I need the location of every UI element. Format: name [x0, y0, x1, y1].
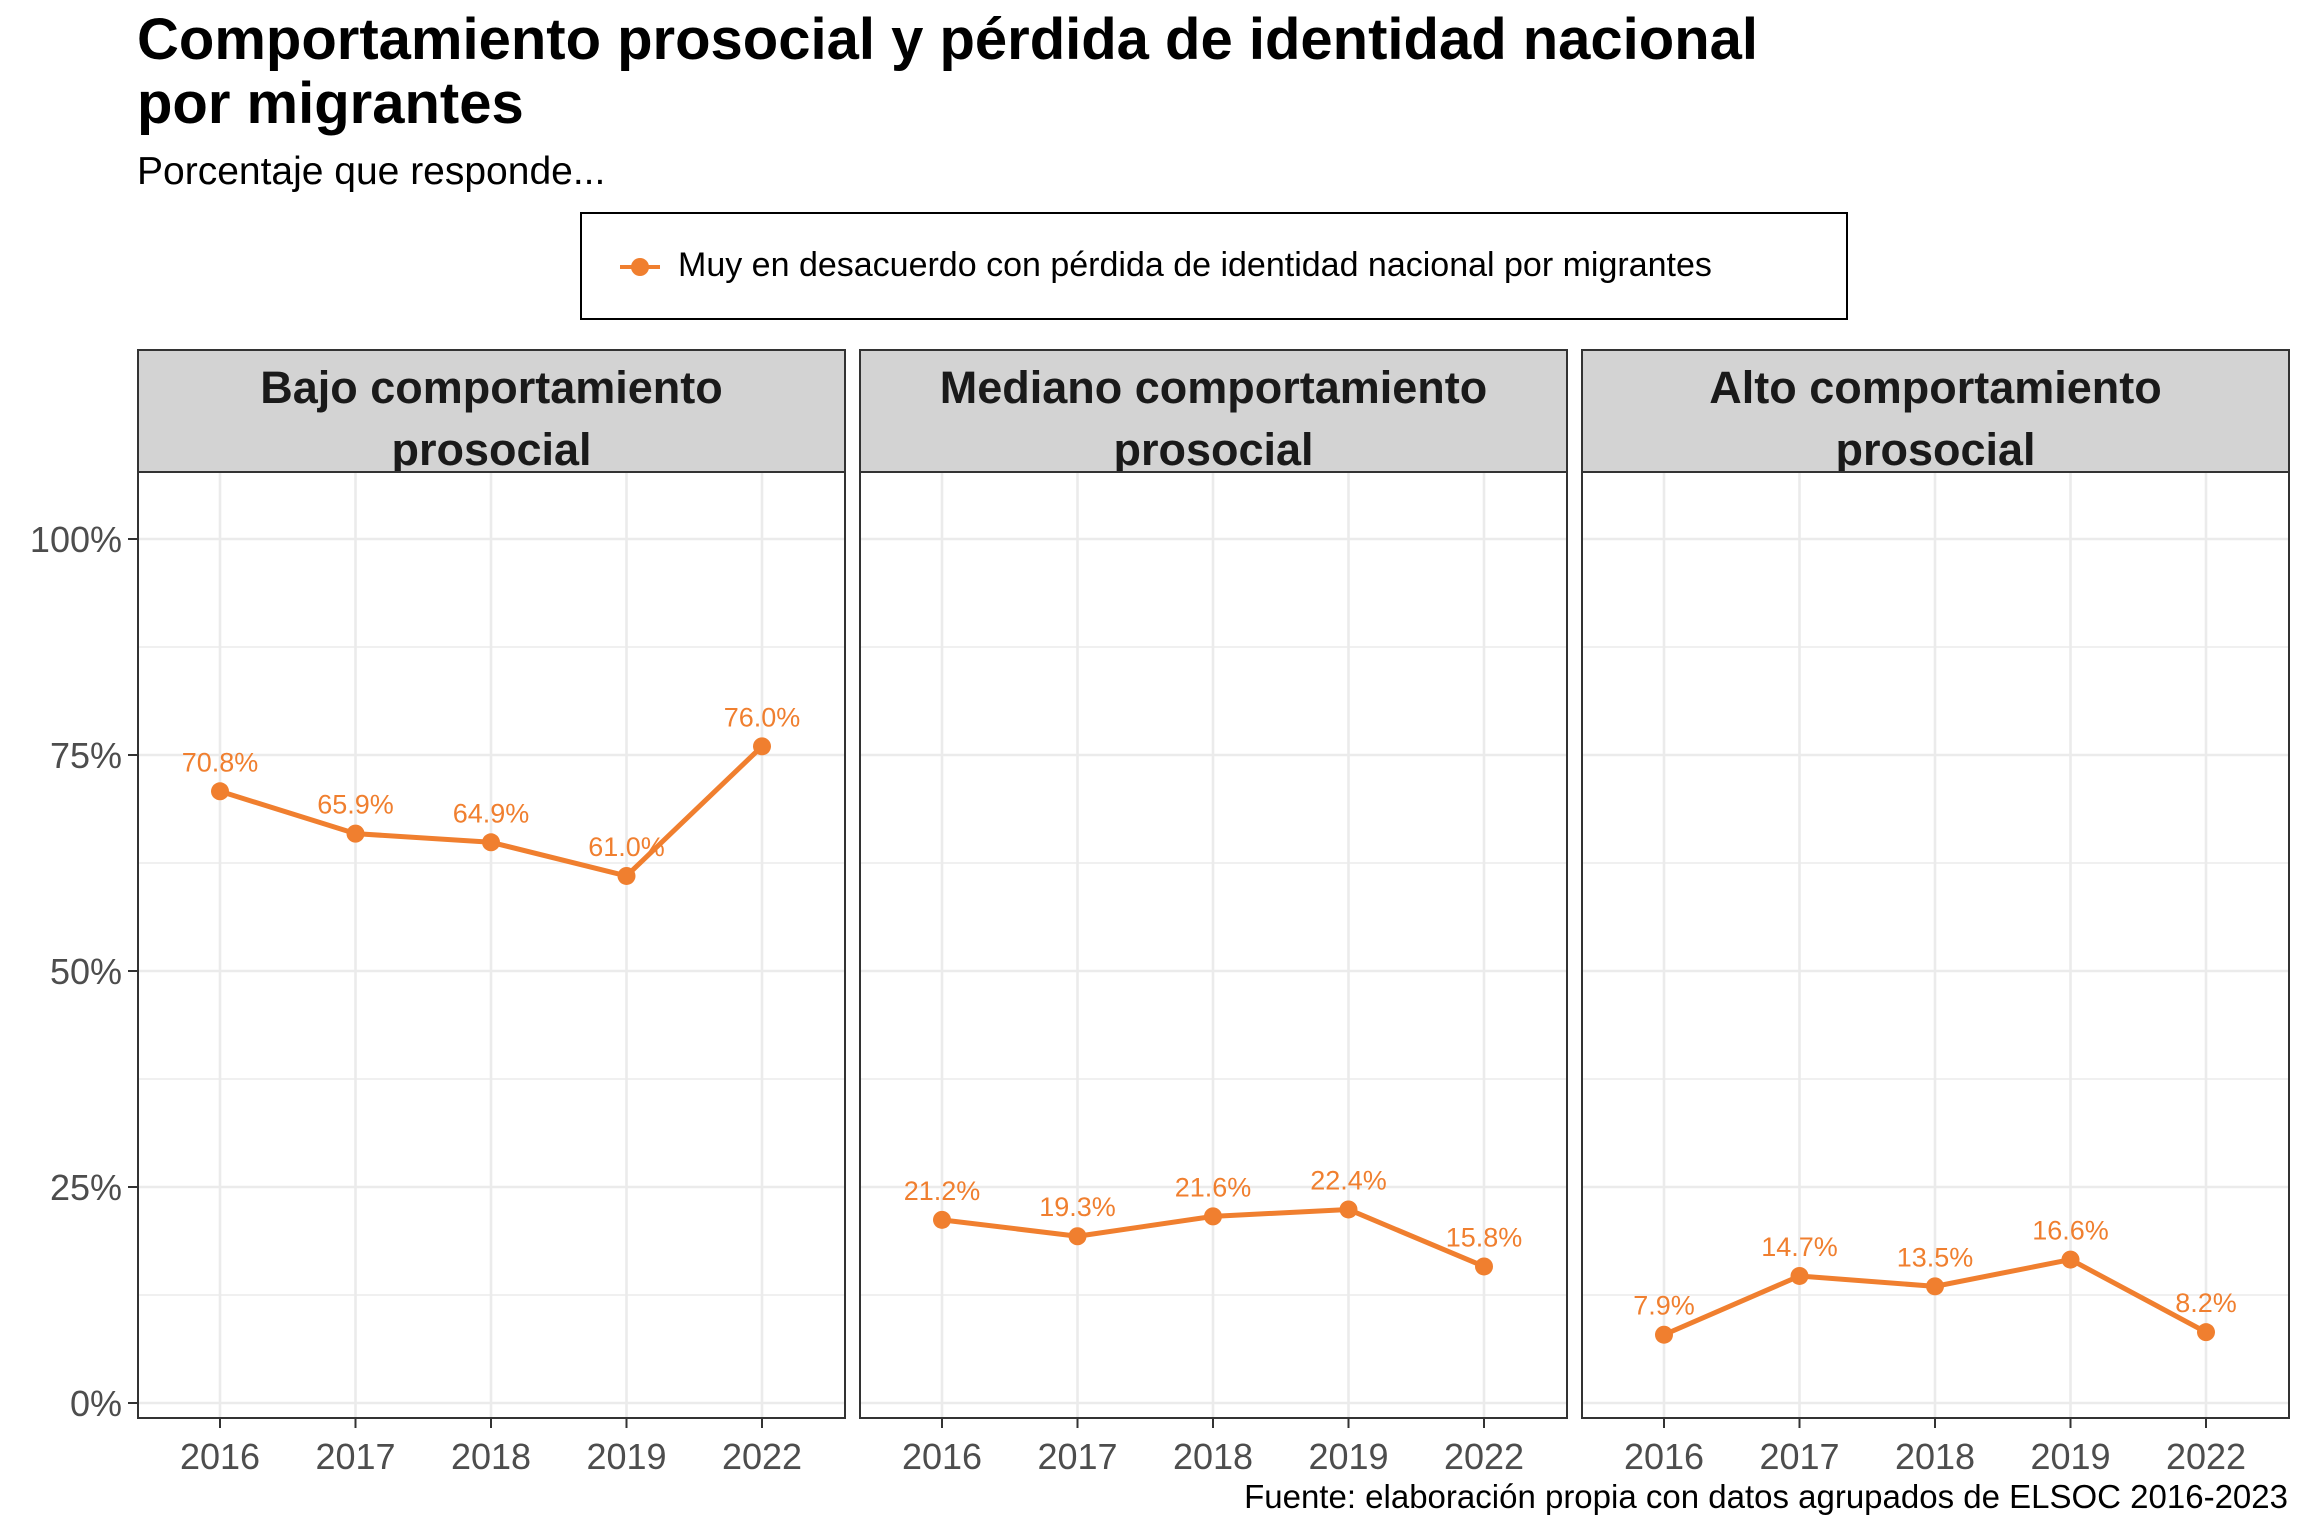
- x-tick-label: 2016: [902, 1436, 982, 1477]
- data-label: 7.9%: [1633, 1291, 1695, 1321]
- data-label: 8.2%: [2175, 1288, 2237, 1318]
- data-point: [2197, 1323, 2215, 1342]
- x-tick-label: 2022: [722, 1436, 802, 1477]
- chart-title-line-2: por migrantes: [137, 71, 524, 136]
- data-point: [1655, 1325, 1673, 1344]
- facet-panel-3: Alto comportamiento prosocial 2016 2017 2018…: [1581, 349, 2290, 1477]
- data-label: 19.3%: [1039, 1192, 1116, 1222]
- chart-title-line-1: Comportamiento prosocial y pérdida de id…: [137, 7, 1759, 72]
- facet-strip-label: Mediano comportamiento: [940, 362, 1488, 413]
- data-label: 70.8%: [182, 747, 259, 777]
- data-point: [1068, 1227, 1087, 1246]
- y-tick-label: 0%: [70, 1383, 122, 1424]
- legend-label: Muy en desacuerdo con pérdida de identid…: [678, 246, 1712, 284]
- chart-subtitle: Porcentaje que responde...: [137, 150, 606, 193]
- chart-title: Comportamiento prosocial y pérdida de id…: [137, 8, 2037, 136]
- data-point: [1790, 1266, 1809, 1285]
- y-tick-label: 50%: [50, 951, 122, 992]
- data-point: [482, 833, 500, 852]
- x-tick-label: 2019: [1308, 1436, 1388, 1477]
- legend: Muy en desacuerdo con pérdida de identid…: [580, 212, 1848, 320]
- data-point: [617, 866, 636, 885]
- facet-strip-label: Alto comportamiento: [1709, 362, 2162, 413]
- x-tick-label: 2018: [1895, 1436, 1975, 1477]
- x-tick-label: 2017: [315, 1436, 395, 1477]
- data-point: [2061, 1250, 2080, 1269]
- data-label: 65.9%: [317, 790, 394, 820]
- facet-panel-2: Mediano comportamiento prosocial 2016 2017 2…: [859, 349, 1568, 1477]
- x-tick-label: 2022: [2166, 1436, 2246, 1477]
- data-label: 15.8%: [1446, 1222, 1523, 1252]
- legend-key-marker: [620, 258, 660, 276]
- data-label: 16.6%: [2032, 1216, 2109, 1246]
- facet-strip: [137, 349, 846, 473]
- x-tick-label: 2017: [1037, 1436, 1117, 1477]
- data-point: [1926, 1277, 1944, 1296]
- data-point: [753, 737, 771, 756]
- facet-strip-label: Bajo comportamiento: [260, 362, 723, 413]
- data-label: 22.4%: [1310, 1165, 1387, 1195]
- data-label: 14.7%: [1761, 1232, 1838, 1262]
- y-tick-label: 100%: [30, 519, 122, 560]
- y-tick-label: 75%: [50, 735, 122, 776]
- data-point: [933, 1210, 951, 1229]
- facet-strip: [1581, 349, 2290, 473]
- x-tick-label: 2019: [586, 1436, 666, 1477]
- x-tick-label: 2017: [1759, 1436, 1839, 1477]
- data-point: [346, 824, 365, 843]
- data-label: 76.0%: [724, 702, 801, 732]
- x-tick-label: 2016: [180, 1436, 260, 1477]
- facet-strip-label: prosocial: [391, 424, 591, 475]
- data-label: 21.2%: [904, 1176, 981, 1206]
- data-label: 61.0%: [588, 832, 665, 862]
- data-point: [1204, 1207, 1222, 1226]
- data-point: [211, 782, 229, 801]
- data-label: 21.6%: [1175, 1172, 1252, 1202]
- facet-strip-label: prosocial: [1113, 424, 1313, 475]
- x-tick-label: 2018: [451, 1436, 531, 1477]
- data-label: 13.5%: [1897, 1242, 1974, 1272]
- y-tick-label: 25%: [50, 1167, 122, 1208]
- x-tick-label: 2022: [1444, 1436, 1524, 1477]
- facet-panel-1: Bajo comportamiento prosocial 2016 2017 2018…: [137, 349, 846, 1477]
- data-label: 64.9%: [453, 798, 530, 828]
- x-tick-label: 2016: [1624, 1436, 1704, 1477]
- data-point: [1475, 1257, 1493, 1276]
- data-point: [1339, 1200, 1358, 1219]
- facet-strip: [859, 349, 1568, 473]
- source-caption: Fuente: elaboración propia con datos agr…: [1244, 1478, 2288, 1515]
- x-tick-label: 2018: [1173, 1436, 1253, 1477]
- x-tick-label: 2019: [2030, 1436, 2110, 1477]
- facet-strip-label: prosocial: [1835, 424, 2035, 475]
